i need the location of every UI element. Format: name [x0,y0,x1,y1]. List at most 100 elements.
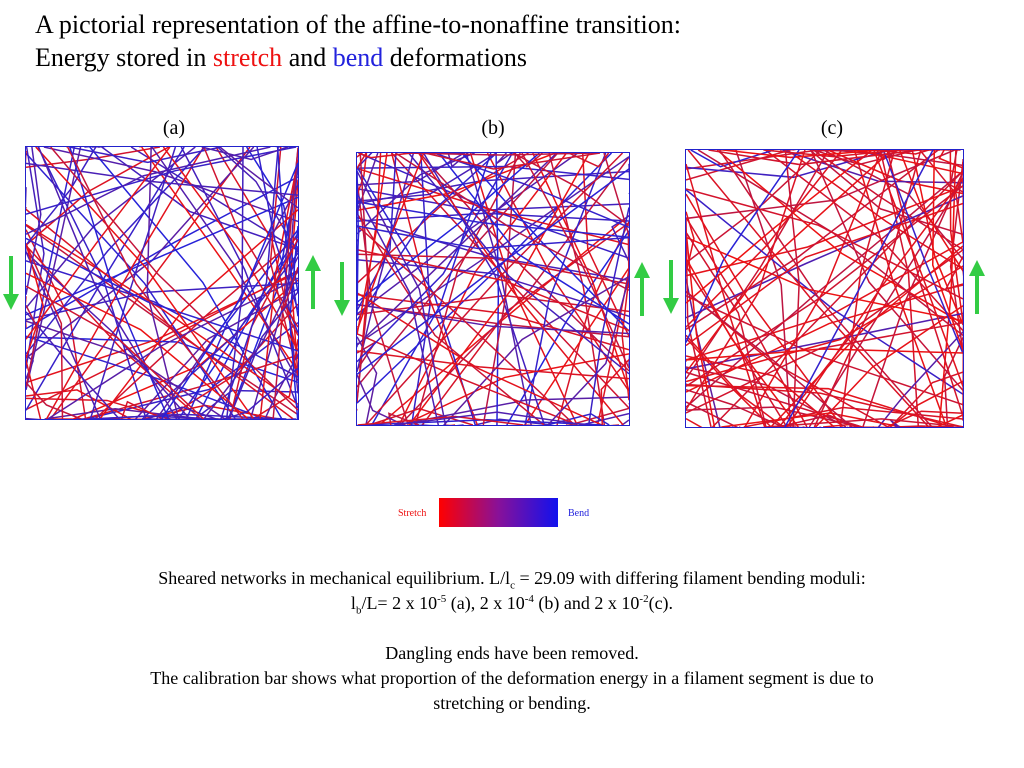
caption-text: (a), 2 x 10 [446,593,525,613]
shear-arrow-down-icon [3,256,19,310]
network-figure-a [26,147,298,419]
filament-segment [269,147,298,376]
filament-segment [357,153,370,401]
filament-segment [357,374,405,425]
filament-segment [686,334,784,427]
caption-sup: -4 [524,593,534,605]
filament-segment [264,353,298,419]
filament-segment [443,275,629,425]
filament-segment [765,418,963,427]
filament-segment [611,215,629,263]
filament-segment [686,185,963,388]
filament-segment [357,258,629,317]
caption-sub: b [355,604,362,617]
filament-segment [686,348,963,361]
filament-segment [686,150,939,330]
filament-segment [130,147,298,252]
filament-segment [259,159,298,419]
filament-segment [422,412,629,425]
filament-segment [26,147,42,295]
filament-segment [26,243,64,419]
filament-segment [809,150,963,236]
filament-segment [357,153,559,388]
filament-segment [686,195,963,319]
filament-segment [26,229,87,419]
filament-segment [424,153,601,170]
filament-segment [936,389,963,427]
caption-text: /L= 2 x 10 [361,593,438,613]
filament-segment [686,383,963,427]
filament-segment [402,353,629,425]
filament-segment [357,153,382,335]
filament-segment [357,168,629,375]
filament-segment [943,337,963,427]
filament-segment [357,153,613,404]
filament-segment [26,251,102,419]
stretch-word: stretch [212,43,283,72]
filament-segment [161,162,298,419]
filament-segment [69,147,170,419]
filament-segment [357,201,629,238]
filament-segment [686,401,797,427]
filament-segment [26,147,206,355]
filament-segment [357,153,497,202]
filament-segment [810,150,963,391]
filament-segment [686,355,835,427]
filament-segment [784,150,934,427]
filament-segment [686,371,863,427]
filament-segment [394,411,587,425]
filament-segment [45,147,205,419]
filament-segment [735,150,792,427]
filament-segment [219,147,298,209]
calibration-bend-label: Bend [568,508,590,519]
shear-arrow-down-icon [663,260,679,314]
filament-segment [512,153,629,227]
filament-segment [686,150,800,343]
filament-segment [873,150,963,387]
network-panel-a [25,146,299,420]
filament-segment [26,285,205,419]
filament-segment [89,147,177,419]
filament-segment [26,147,271,235]
filament-segment [26,147,196,309]
filament-segment [357,153,579,315]
filament-segment [391,153,629,409]
title-suffix: deformations [383,43,527,72]
caption-text: l [350,593,356,613]
filament-segment [357,303,629,335]
caption-sup: -2 [639,593,649,605]
filament-segment [220,147,279,419]
filament-segment [944,256,963,291]
filament-segment [495,153,500,425]
filament-segment [496,153,512,165]
caption-text: = 29.09 with differing filament bending … [515,568,866,588]
filament-segment [357,156,629,346]
filament-segment [548,153,606,425]
filament-segment [719,150,963,175]
filament-segment [889,371,963,427]
caption-text: Sheared networks in mechanical equilibri… [158,568,511,588]
filament-segment [882,150,963,354]
filament-segment [853,150,948,427]
shear-arrow-down-icon [334,262,350,316]
filament-segment [587,207,629,425]
filament-segment [398,153,568,425]
filament-segment [408,153,629,375]
filament-segment [151,147,298,382]
filament-segment [521,153,629,369]
filament-segment [357,248,629,332]
network-panel-c [685,149,964,428]
filament-segment [839,150,896,427]
filament-segment [686,150,950,181]
caption-line-4: The calibration bar shows what proportio… [150,668,874,688]
caption: Sheared networks in mechanical equilibri… [20,566,1004,716]
panel-label-c: (c) [820,117,844,139]
filament-segment [26,260,298,378]
filament-segment [35,147,255,419]
filament-segment [26,162,298,196]
filament-segment [686,417,730,427]
filament-segment [686,291,853,427]
filament-segment [686,150,890,179]
filament-segment [461,153,629,332]
filament-segment [938,150,957,427]
